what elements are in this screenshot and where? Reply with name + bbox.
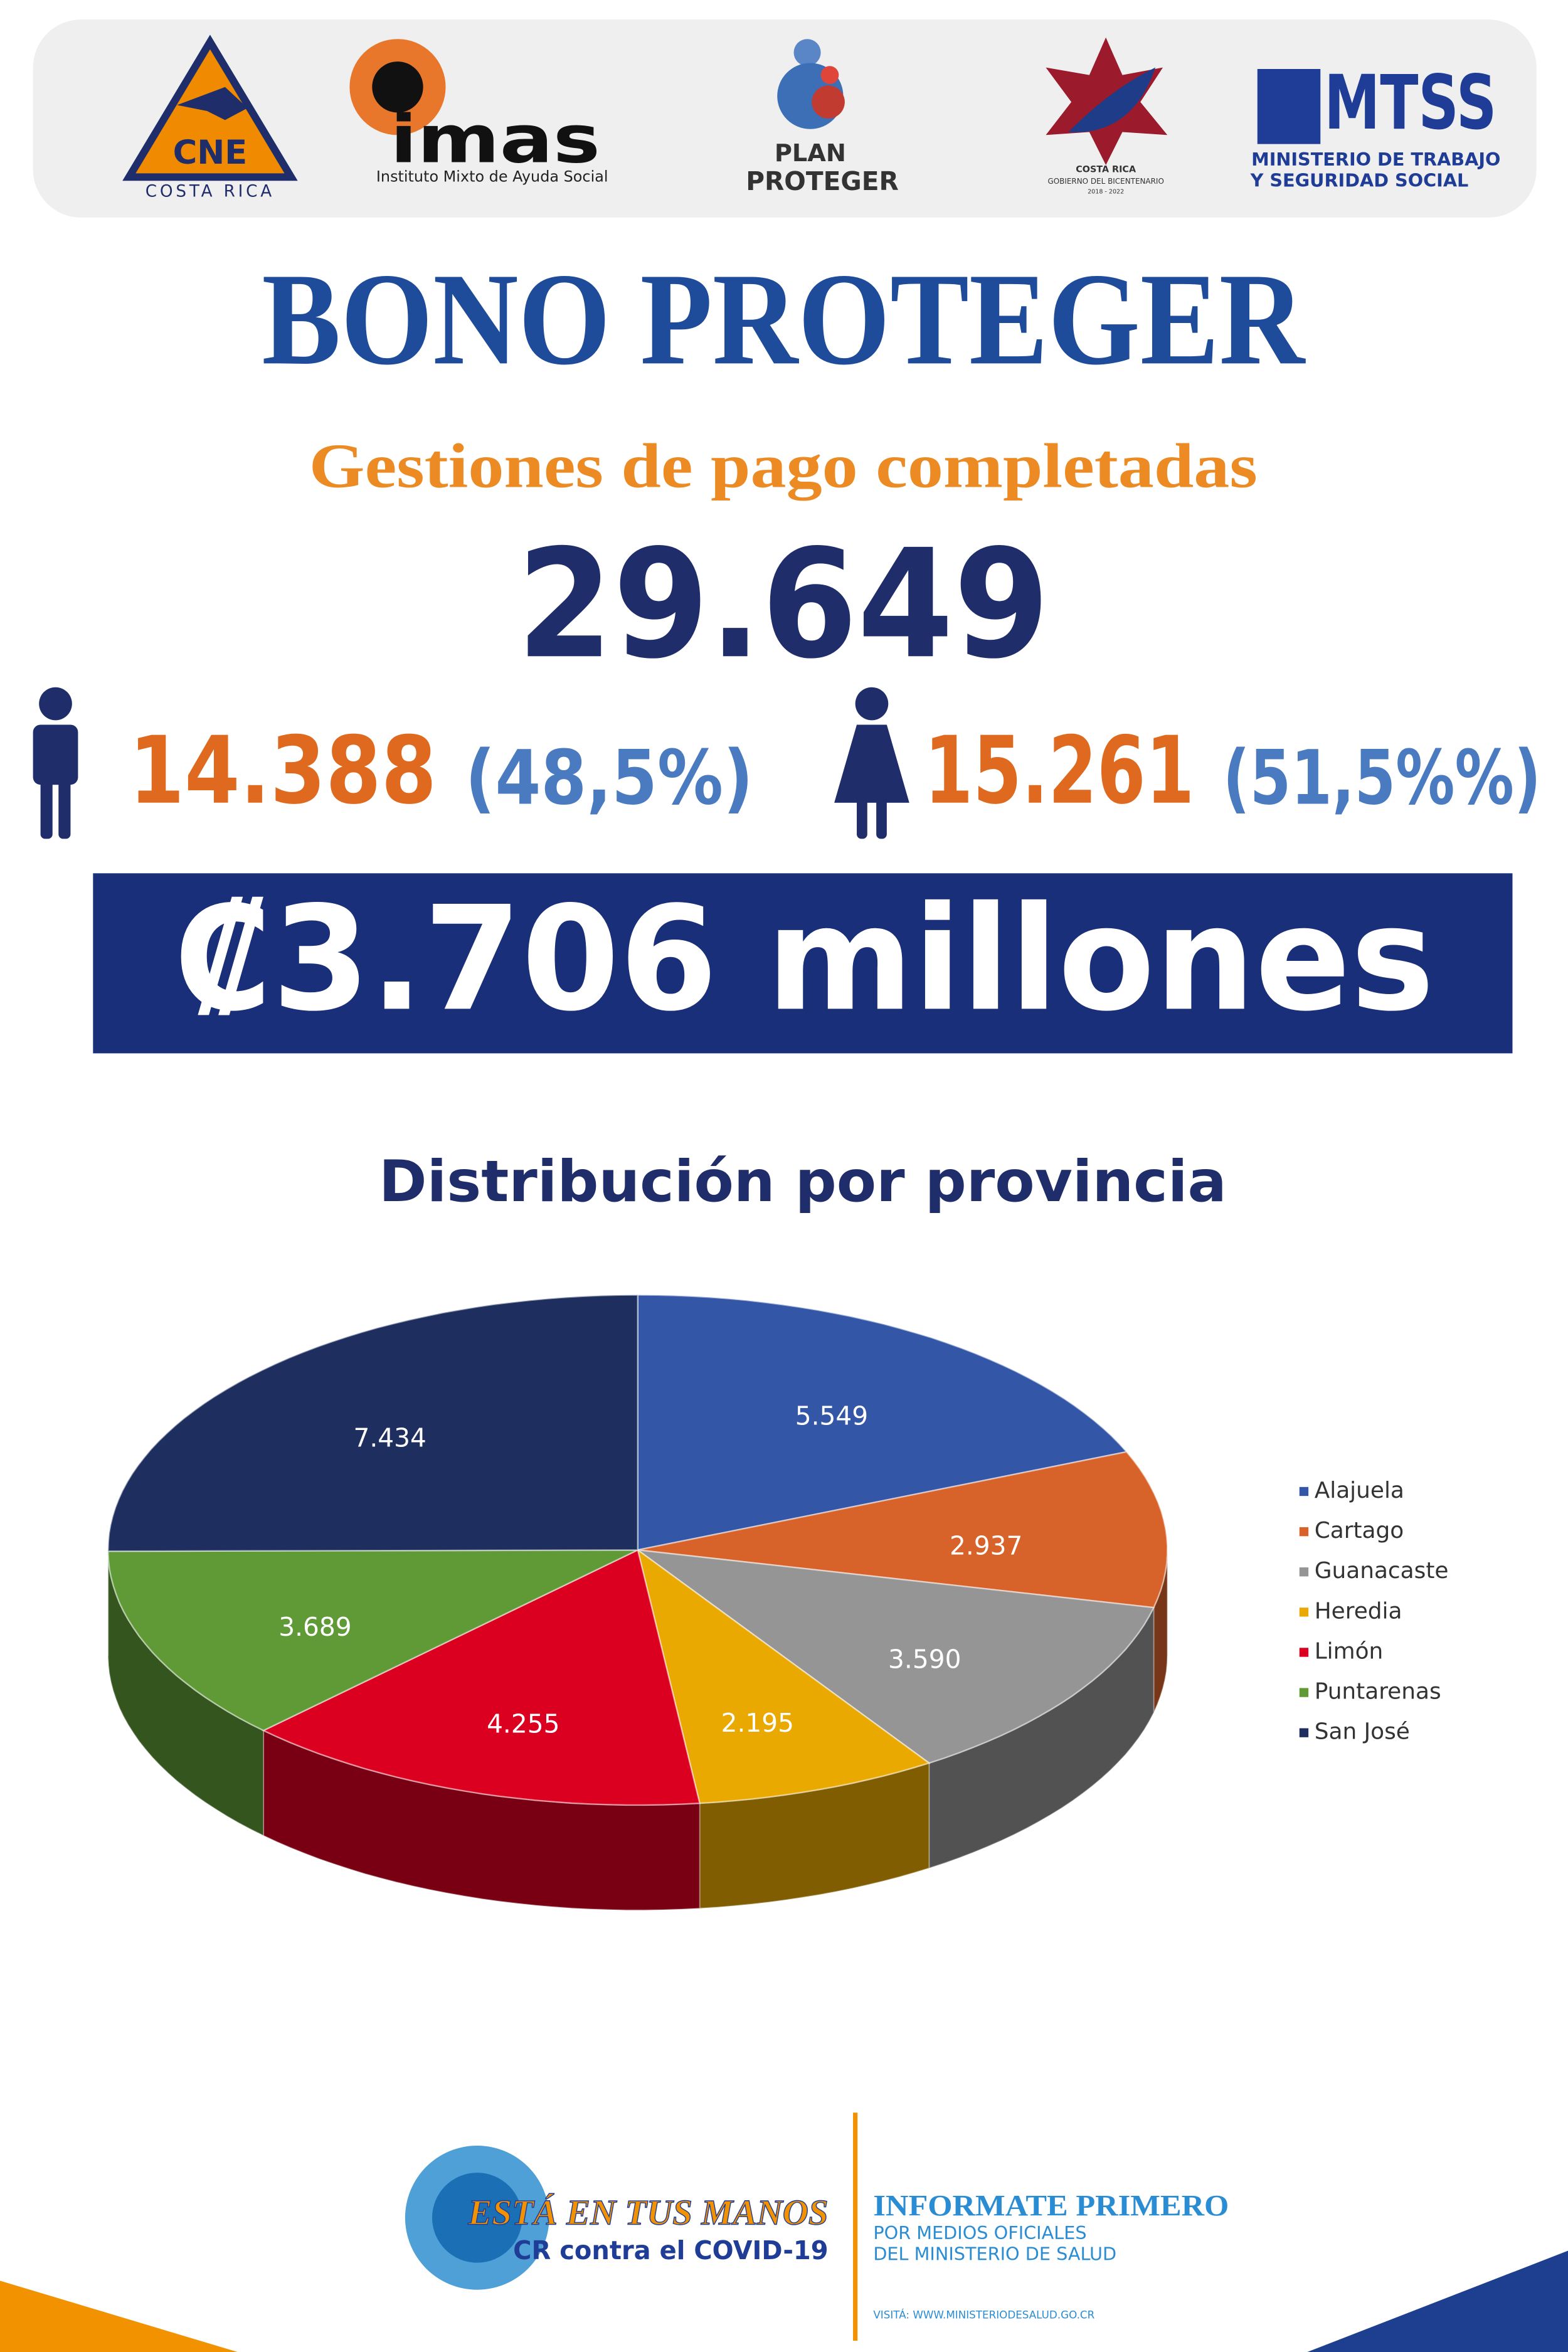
slogan: CR contra el COVID-19 [513, 2235, 828, 2265]
pie-tops [107, 1294, 1168, 1806]
data-label: 7.434 [354, 1422, 426, 1453]
pie-slice [107, 1549, 638, 1732]
pie-chart: 5.549 2.937 3.590 2.195 4.255 3.689 7.434 [107, 1294, 1168, 1911]
legend-label: Limón [1315, 1638, 1384, 1664]
pie-slice [637, 1451, 1168, 1609]
legend-swatch [1299, 1608, 1309, 1617]
man-icon [33, 687, 78, 839]
pie-labels: 5.549 2.937 3.590 2.195 4.255 3.689 7.434 [278, 1401, 1022, 1739]
logo-text: PLAN [775, 139, 846, 167]
women-count: 15.261 [924, 716, 1195, 825]
men-count: 14.388 [129, 716, 437, 825]
logo-text: 2018 - 2022 [1088, 189, 1124, 196]
data-label: 4.255 [487, 1709, 559, 1739]
legend-label: Heredia [1315, 1598, 1402, 1624]
info: DEL MINISTERIO DE SALUD [873, 2243, 1116, 2265]
logo-text: COSTA RICA [1076, 164, 1136, 174]
cne-logo: CNE COSTA RICA [122, 34, 298, 201]
woman-icon [834, 687, 909, 839]
legend-swatch [1299, 1486, 1309, 1496]
total: 29.649 [517, 517, 1049, 692]
legend: Alajuela Cartago Guanacaste Heredia Limón Pun… [1299, 1478, 1449, 1745]
logo-text: GOBIERNO DEL BICENTENARIO [1047, 177, 1163, 186]
pie-slice [636, 1548, 931, 1804]
logo-text: MINISTERIO DE TRABAJO [1251, 149, 1500, 170]
slogan: ESTÁ EN TUS MANOS [467, 2193, 828, 2233]
info: INFORMATE PRIMERO [873, 2190, 1229, 2223]
info: POR MEDIOS OFICIALES [873, 2222, 1086, 2243]
data-label: 2.195 [721, 1708, 794, 1738]
gobierno-logo: COSTA RICA GOBIERNO DEL BICENTENARIO 201… [1046, 37, 1168, 196]
legend-label: Cartago [1315, 1518, 1404, 1544]
legend-swatch [1299, 1688, 1309, 1697]
pie-slice [107, 1294, 638, 1552]
pie-slice [637, 1294, 1128, 1551]
legend-label: Guanacaste [1315, 1558, 1449, 1584]
legend-swatch [1299, 1527, 1309, 1537]
amount-box [93, 873, 1513, 1054]
pie-sides [107, 1550, 1168, 1911]
men-share: (48,5%) [465, 735, 753, 822]
logo-text: COSTA RICA [146, 183, 275, 201]
footer-corner [1307, 2250, 1568, 2352]
data-label: 3.590 [888, 1644, 961, 1674]
mtss-logo: MTSS MINISTERIO DE TRABAJO Y SEGURIDAD S… [1250, 60, 1501, 191]
logo-text: PROTEGER [746, 166, 899, 196]
subtitle: Gestiones de pago completadas [309, 431, 1258, 501]
legend-swatch [1299, 1567, 1309, 1577]
logo-text: MTSS [1324, 60, 1496, 147]
data-label: 5.549 [795, 1401, 868, 1431]
imas-logo: imas Instituto Mixto de Ayuda Social [349, 39, 608, 185]
data-label: 3.689 [278, 1612, 351, 1642]
logo-text: imas [390, 100, 600, 177]
logo-text: CNE [173, 134, 248, 172]
legend-label: Puntarenas [1315, 1679, 1441, 1705]
pie-slice [635, 1549, 1155, 1764]
legend-label: Alajuela [1315, 1478, 1404, 1503]
virus-icon [405, 2146, 549, 2290]
title: BONO PROTEGER [262, 245, 1305, 392]
logo-text: Instituto Mixto de Ayuda Social [376, 167, 608, 185]
legend-swatch [1299, 1728, 1309, 1737]
footer-corner [0, 2280, 238, 2352]
logo-text: Y SEGURIDAD SOCIAL [1250, 169, 1469, 191]
plan-proteger-logo: PLAN PROTEGER [746, 39, 899, 196]
legend-label: San José [1315, 1719, 1410, 1745]
info: VISITÁ: WWW.MINISTERIODESALUD.GO.CR [873, 2307, 1094, 2321]
amount: ₡3.706 millones [174, 876, 1435, 1043]
chart-title: Distribución por provincia [379, 1149, 1227, 1215]
women-share: (51,5%%) [1223, 735, 1541, 822]
data-label: 2.937 [950, 1530, 1022, 1560]
pie-slice [262, 1549, 701, 1806]
legend-swatch [1299, 1648, 1309, 1657]
